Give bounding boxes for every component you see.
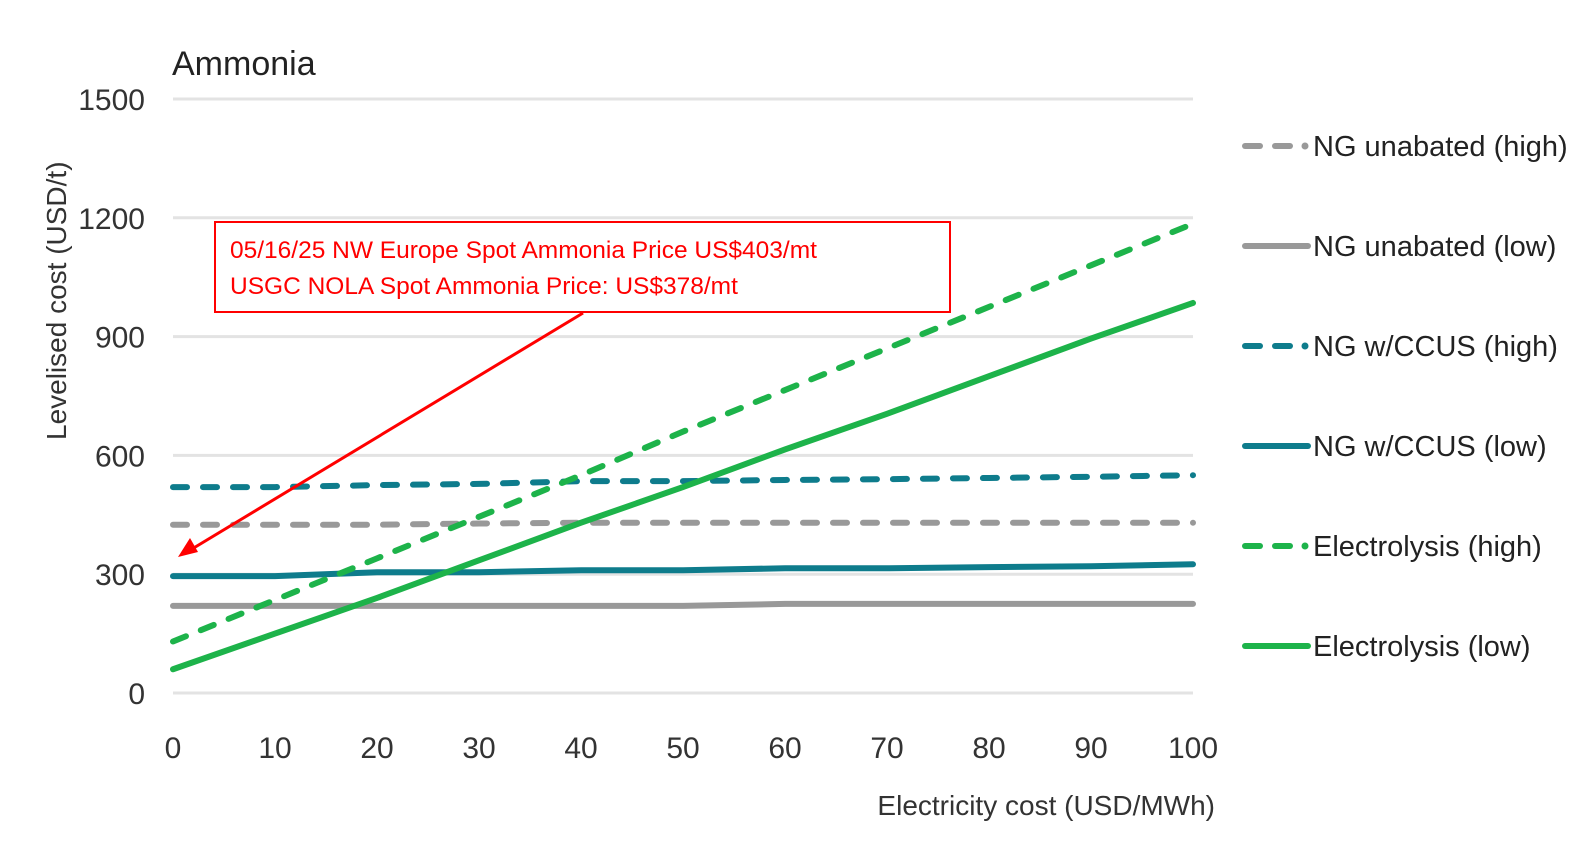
legend-label: NG unabated (low) — [1313, 231, 1556, 263]
series-line-ng-unabated-low — [170, 600, 1196, 609]
legend-item: NG w/CCUS (low) — [1242, 431, 1547, 463]
legend-swatch — [1301, 342, 1309, 350]
y-tick-label: 600 — [95, 440, 145, 473]
legend: NG unabated (high) NG unabated (low) NG w/… — [1242, 131, 1568, 663]
y-tick-label: 1200 — [78, 203, 145, 236]
y-axis-ticks: 0 300 600 900 1200 1500 — [78, 84, 145, 711]
x-tick-label: 50 — [666, 732, 699, 765]
y-axis-label: Levelised cost (USD/t) — [41, 161, 72, 440]
annotation-arrow-line — [191, 311, 584, 551]
price-annotation: 05/16/25 NW Europe Spot Ammonia Price US… — [178, 221, 951, 557]
legend-label: Electrolysis (high) — [1313, 531, 1542, 563]
x-tick-label: 20 — [360, 732, 393, 765]
legend-swatch — [1301, 542, 1309, 550]
legend-item: NG unabated (low) — [1242, 231, 1556, 263]
legend-item: Electrolysis (low) — [1242, 631, 1531, 663]
legend-label: NG unabated (high) — [1313, 131, 1568, 163]
annotation-line-2: USGC NOLA Spot Ammonia Price: US$378/mt — [230, 273, 738, 300]
y-tick-label: 300 — [95, 559, 145, 592]
x-tick-label: 90 — [1074, 732, 1107, 765]
x-tick-label: 10 — [258, 732, 291, 765]
x-axis-label: Electricity cost (USD/MWh) — [877, 790, 1215, 821]
series-line-electrolysis-low — [170, 299, 1196, 673]
x-tick-label: 0 — [165, 732, 182, 765]
annotation-line-1: 05/16/25 NW Europe Spot Ammonia Price US… — [230, 237, 817, 264]
legend-label: NG w/CCUS (high) — [1313, 331, 1558, 363]
legend-label: Electrolysis (low) — [1313, 631, 1531, 663]
x-tick-label: 80 — [972, 732, 1005, 765]
series-line-ng-w-ccus-high — [170, 472, 1196, 491]
x-tick-label: 60 — [768, 732, 801, 765]
series-line-electrolysis-high — [170, 220, 1196, 645]
x-tick-label: 70 — [870, 732, 903, 765]
y-tick-label: 1500 — [78, 84, 145, 117]
y-tick-label: 900 — [95, 322, 145, 355]
chart-title: Ammonia — [172, 45, 316, 83]
x-axis-ticks: 0 10 20 30 40 50 60 70 80 90 100 — [165, 732, 1218, 765]
annotation-arrow-head — [178, 538, 198, 557]
annotation-box — [214, 221, 951, 313]
series-lines — [170, 220, 1196, 673]
x-tick-label: 30 — [462, 732, 495, 765]
series-line-ng-unabated-high — [170, 519, 1196, 528]
legend-swatch — [1301, 142, 1309, 150]
legend-item: NG w/CCUS (high) — [1242, 331, 1558, 363]
legend-label: NG w/CCUS (low) — [1313, 431, 1547, 463]
y-tick-label: 0 — [128, 678, 145, 711]
legend-item: Electrolysis (high) — [1242, 531, 1542, 563]
legend-item: NG unabated (high) — [1242, 131, 1568, 163]
x-tick-label: 100 — [1168, 732, 1218, 765]
x-tick-label: 40 — [564, 732, 597, 765]
